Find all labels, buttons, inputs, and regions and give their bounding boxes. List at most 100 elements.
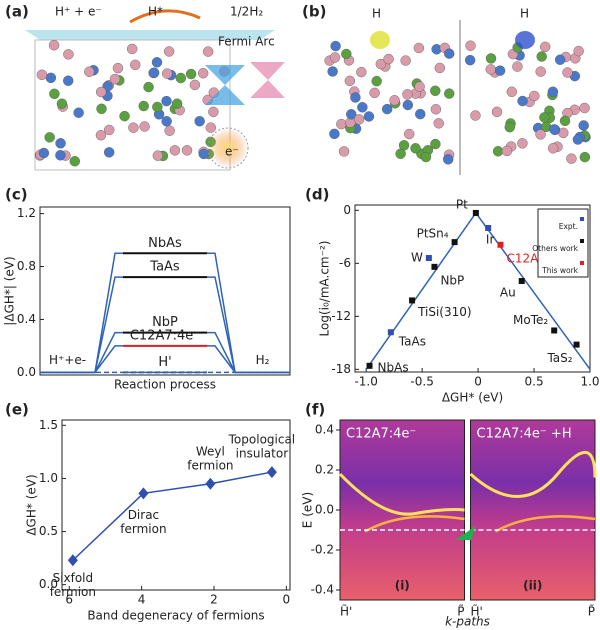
atom [400, 55, 411, 66]
band [364, 515, 465, 533]
atom [535, 66, 546, 77]
atom [470, 110, 481, 121]
data-point [451, 239, 458, 246]
data-point [205, 477, 216, 490]
data-point [518, 277, 525, 284]
atom [95, 130, 107, 141]
x-axis-label: Reaction process [114, 378, 216, 392]
atom [371, 75, 382, 87]
atom [369, 87, 380, 99]
atom [375, 58, 387, 70]
point-label: fermion [120, 522, 166, 536]
y-tick-label: 0.2 [315, 463, 334, 477]
x-tick-label: -1.0 [354, 375, 377, 389]
atom [171, 98, 183, 109]
atom [128, 122, 139, 133]
atom [539, 112, 550, 123]
atom [161, 95, 172, 107]
y-axis-label: E (eV) [301, 492, 315, 528]
atom [38, 147, 50, 159]
atom [344, 75, 356, 87]
atom [95, 86, 107, 98]
data-point [266, 466, 277, 479]
atom [185, 68, 197, 80]
panel-tag: (ii) [523, 579, 542, 593]
annotation: H [520, 7, 529, 21]
electron-cage [207, 127, 249, 169]
atom [579, 151, 591, 163]
atom [341, 48, 352, 60]
point-label: Topological [228, 433, 296, 447]
level-label: TaAs [149, 260, 180, 275]
atom [130, 59, 141, 71]
data-point [425, 255, 432, 262]
cone [250, 62, 285, 98]
atom [353, 114, 365, 125]
y-tick-label: -6 [339, 256, 351, 270]
x-tick-label: -0.5 [410, 375, 433, 389]
atom [202, 46, 214, 57]
point-label: fermion [187, 458, 233, 472]
point-label: W [411, 251, 423, 265]
atom [383, 53, 394, 65]
series-line [72, 471, 273, 561]
plot-frame [354, 204, 591, 373]
y-tick-label: -12 [331, 309, 351, 323]
band [494, 515, 596, 533]
cone [205, 65, 245, 105]
atom [413, 42, 425, 54]
atom [208, 106, 219, 118]
y-tick-label: 0.0 [17, 365, 36, 379]
surface [25, 30, 275, 40]
x-tick-label: P̃ [457, 604, 464, 618]
charge-density [515, 31, 535, 49]
point-label: Pt [456, 197, 468, 211]
panel-label: (c) [5, 186, 28, 204]
atom [55, 150, 66, 161]
y-tick-label: 1.0 [39, 471, 58, 485]
atom [329, 52, 341, 63]
data-point [431, 263, 438, 270]
arrow [455, 526, 476, 540]
point-label: fermion [50, 585, 96, 599]
atom [350, 92, 361, 103]
atom [109, 73, 121, 85]
annotation: Fermi Arc [218, 35, 275, 49]
x-tick-label: H̃' [471, 604, 483, 618]
band [338, 472, 465, 516]
atom [549, 124, 560, 135]
atom [485, 64, 496, 75]
atom [491, 106, 503, 118]
atom [126, 43, 138, 55]
atom [578, 120, 589, 131]
panel-label: (a) [5, 3, 29, 21]
y-tick-label: -0.4 [311, 583, 334, 597]
atom [138, 100, 149, 112]
atom [512, 61, 523, 72]
y-tick-label: 0.5 [39, 524, 58, 538]
atom [559, 115, 571, 127]
atom [444, 48, 455, 59]
x-tick-label: 6 [65, 593, 73, 607]
atom [104, 124, 115, 136]
x-axis-label: k-paths [445, 615, 490, 629]
data-point [387, 329, 394, 336]
atom [96, 103, 107, 114]
atom [402, 89, 413, 100]
atom [494, 65, 506, 76]
point-label: MoTe₂ [513, 313, 548, 327]
atom [329, 128, 340, 140]
point-label: Ir [486, 232, 495, 246]
y-tick-label: 0.4 [17, 312, 36, 326]
atom [430, 104, 442, 115]
atom [357, 102, 368, 113]
atom [572, 134, 584, 145]
atom [389, 95, 400, 106]
atom [181, 145, 193, 156]
atom [84, 66, 95, 77]
level-label: NbAs [148, 236, 182, 251]
atom [327, 66, 338, 77]
annotation: H* [148, 5, 163, 19]
data-point [573, 341, 580, 348]
